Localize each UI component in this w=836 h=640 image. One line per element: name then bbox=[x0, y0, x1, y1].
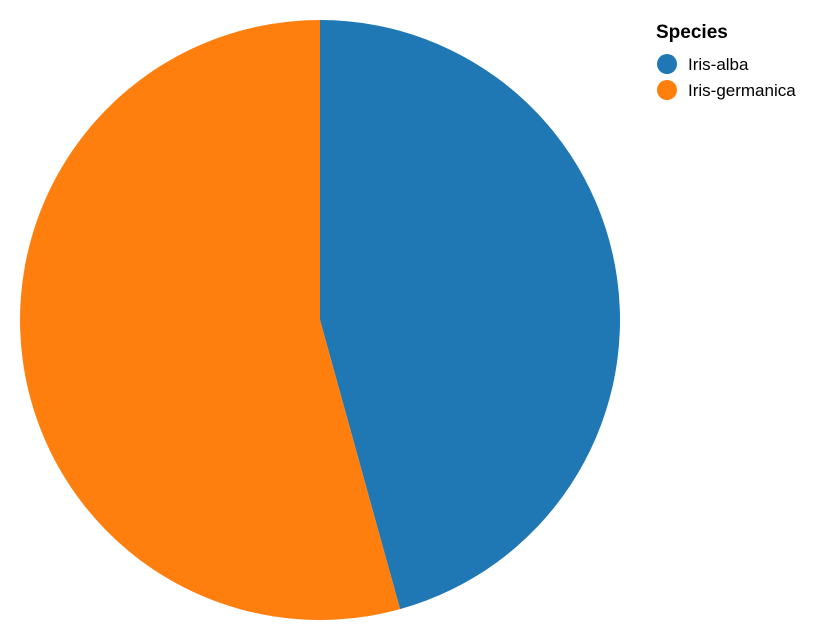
legend-swatch-iris-alba bbox=[657, 54, 677, 74]
legend: Species Iris-alba Iris-germanica bbox=[656, 22, 796, 100]
legend-label-iris-alba: Iris-alba bbox=[688, 55, 749, 74]
legend-items: Iris-alba Iris-germanica bbox=[657, 54, 796, 100]
pie-slice-iris-germanica bbox=[20, 20, 401, 620]
pie-slice-iris-alba bbox=[320, 20, 621, 610]
legend-swatch-iris-germanica bbox=[657, 80, 677, 100]
pie-slices bbox=[20, 20, 621, 620]
legend-label-iris-germanica: Iris-germanica bbox=[688, 81, 796, 100]
legend-title: Species bbox=[656, 22, 728, 43]
